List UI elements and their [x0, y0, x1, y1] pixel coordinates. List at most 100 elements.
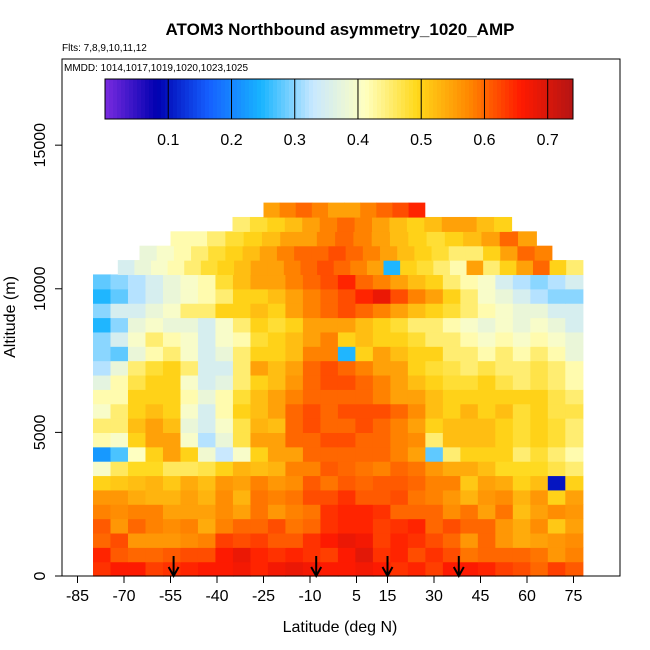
- colorbar-segment: [189, 79, 194, 119]
- heatmap-cell: [302, 346, 321, 362]
- heatmap-cell: [145, 374, 164, 390]
- heatmap-cell: [337, 317, 356, 333]
- colorbar-segment: [113, 79, 118, 119]
- heatmap-cell: [127, 317, 147, 333]
- heatmap-cell: [534, 245, 553, 261]
- heatmap-cell: [232, 547, 252, 563]
- heatmap-cell: [512, 288, 531, 304]
- colorbar-segment: [201, 79, 206, 119]
- heatmap-cell: [197, 288, 217, 304]
- heatmap-cell: [477, 532, 496, 548]
- heatmap-cell: [93, 303, 112, 319]
- heatmap-cell: [285, 504, 304, 520]
- heatmap-cell: [372, 547, 391, 563]
- heatmap-cell: [162, 561, 182, 577]
- heatmap-cell: [232, 446, 252, 462]
- heatmap-cell: [250, 475, 269, 491]
- heatmap-cell: [547, 504, 566, 520]
- heatmap-cell: [530, 331, 549, 347]
- heatmap-cell: [180, 418, 199, 433]
- heatmap-cell: [302, 374, 321, 390]
- heatmap-cell: [355, 360, 374, 376]
- colorbar-segment: [413, 79, 418, 119]
- heatmap-cell: [565, 561, 584, 577]
- heatmap-cell: [407, 418, 426, 433]
- heatmap-cell: [232, 389, 252, 405]
- heatmap-cell: [390, 489, 409, 505]
- heatmap-cell: [320, 489, 339, 505]
- heatmap-cell: [298, 231, 318, 247]
- heatmap-cell: [285, 418, 304, 433]
- heatmap-cell: [372, 317, 391, 333]
- heatmap-cell: [565, 461, 584, 477]
- heatmap-cell: [284, 216, 303, 232]
- colorbar-segment: [149, 79, 154, 119]
- heatmap-cell: [93, 532, 112, 548]
- heatmap-cell: [495, 360, 514, 376]
- heatmap-cell: [267, 317, 287, 333]
- heatmap-cell: [232, 403, 252, 419]
- heatmap-cell: [442, 317, 461, 333]
- heatmap-cell: [250, 260, 268, 276]
- x-tick-label: 45: [472, 588, 490, 605]
- heatmap-cell: [127, 489, 147, 505]
- colorbar-segment: [369, 79, 374, 119]
- heatmap-cell: [360, 202, 377, 218]
- heatmap-cell: [215, 331, 234, 347]
- colorbar-segment: [453, 79, 458, 119]
- heatmap-cell: [93, 403, 112, 419]
- colorbar-segment: [297, 79, 302, 119]
- heatmap-cell: [162, 288, 182, 304]
- mmdd-label: MMDD: 1014,1017,1019,1020,1023,1025: [64, 63, 248, 74]
- heatmap-cell: [425, 461, 444, 477]
- heatmap-cell: [355, 288, 374, 304]
- heatmap-cell: [320, 475, 339, 491]
- colorbar-segment: [525, 79, 530, 119]
- heatmap-cell: [215, 317, 234, 333]
- heatmap-cell: [407, 504, 426, 520]
- heatmap-cell: [372, 303, 391, 319]
- heatmap-cell: [127, 475, 147, 491]
- heatmap-cell: [250, 547, 269, 563]
- heatmap-cell: [512, 518, 531, 534]
- heatmap-cell: [197, 303, 217, 319]
- heatmap-cell: [407, 317, 426, 333]
- heatmap-cell: [425, 303, 444, 319]
- heatmap-cell: [250, 274, 269, 290]
- heatmap-cell: [449, 260, 468, 276]
- heatmap-cell: [191, 245, 209, 261]
- heatmap-cell: [512, 561, 531, 577]
- heatmap-cell: [425, 432, 444, 448]
- heatmap-cell: [530, 489, 549, 505]
- heatmap-cell: [302, 475, 321, 491]
- heatmap-cell: [372, 331, 391, 347]
- heatmap-cell: [93, 288, 112, 304]
- heatmap-cell: [110, 532, 129, 548]
- heatmap-cell: [512, 532, 531, 548]
- heatmap-cell: [442, 461, 461, 477]
- heatmap-cell: [180, 518, 199, 534]
- heatmap-cell: [477, 288, 496, 304]
- heatmap-cell: [512, 504, 531, 520]
- colorbar-segment: [237, 79, 242, 119]
- heatmap-cell: [232, 418, 252, 433]
- colorbar-segment: [557, 79, 562, 119]
- heatmap-cell: [390, 303, 409, 319]
- heatmap-cell: [285, 489, 304, 505]
- heatmap-cell: [93, 446, 112, 462]
- heatmap-cell: [93, 317, 112, 333]
- heatmap-cell: [145, 303, 164, 319]
- heatmap-cell: [408, 231, 428, 247]
- colorbar-segment: [381, 79, 386, 119]
- heatmap-cell: [392, 202, 410, 218]
- heatmap-cell: [180, 561, 199, 577]
- heatmap-cell: [565, 504, 584, 520]
- heatmap-cell: [565, 518, 584, 534]
- colorbar-segment: [405, 79, 410, 119]
- heatmap-cell: [127, 274, 147, 290]
- heatmap-cell: [93, 346, 112, 362]
- heatmap-cell: [425, 418, 444, 433]
- heatmap-cell: [565, 489, 584, 505]
- heatmap-cell: [267, 374, 287, 390]
- heatmap-cell: [127, 331, 147, 347]
